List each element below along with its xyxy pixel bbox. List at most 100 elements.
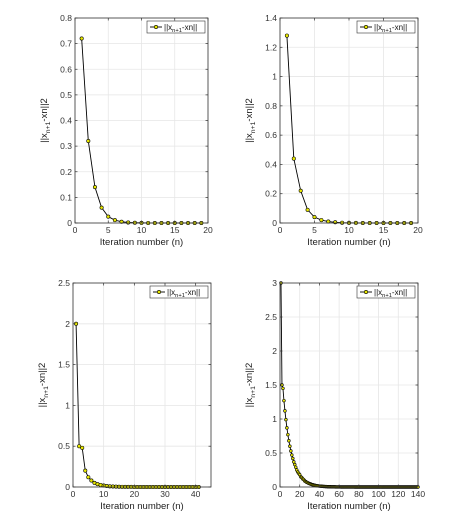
y-tick-label: 0 — [67, 218, 72, 228]
data-point — [119, 219, 124, 224]
data-point — [286, 432, 290, 437]
y-tick-label: 0.4 — [265, 159, 277, 169]
legend-label: ||xn+1-xn|| — [374, 288, 407, 299]
legend: ||xn+1-xn|| — [356, 20, 416, 34]
chart-panel-4: 0 20 40 60 80 100 120 140 0 0.5 1 1.5 2 2.5 3 Iteration… — [244, 278, 425, 512]
x-tick-label: 80 — [354, 489, 364, 499]
x-tick-label: 0 — [278, 489, 283, 499]
x-tick-label: 15 — [379, 225, 389, 235]
y-tick-label: 0.2 — [60, 167, 72, 177]
data-point — [293, 462, 297, 467]
y-tick-label: 1.2 — [265, 42, 277, 52]
y-tick-label: 2.5 — [265, 312, 277, 322]
data-point — [292, 460, 296, 464]
x-tick-label: 20 — [130, 489, 140, 499]
x-tick-label: 5 — [312, 225, 317, 235]
legend-marker-swatch — [157, 289, 162, 294]
data-point — [126, 220, 131, 225]
y-axis-label: ||xn+1-xn||2 — [39, 98, 52, 143]
data-point — [333, 220, 338, 225]
x-tick-label: 10 — [99, 489, 109, 499]
x-tick-label: 15 — [170, 225, 180, 235]
y-tick-label: 0.6 — [265, 130, 277, 140]
data-point — [305, 207, 310, 212]
legend-box — [146, 20, 206, 34]
data-point — [291, 456, 295, 461]
legend: ||xn+1-xn|| — [356, 285, 416, 299]
chart-panel-2: 0 5 10 15 20 0 0.2 0.4 0.6 0.8 1 1.2 1.4 Iteration nu… — [244, 13, 423, 248]
data-point — [86, 139, 91, 144]
y-tick-label: 0.8 — [265, 101, 277, 111]
chart-panel-1: 0 5 10 15 20 0 0.1 0.2 0.3 0.4 0.5 0.6 0.7 0.8 Iterati… — [39, 13, 213, 248]
data-point — [294, 465, 298, 469]
data-point — [99, 205, 104, 210]
x-tick-label: 0 — [71, 489, 76, 499]
data-point — [86, 475, 91, 480]
x-axis-label: Iteration number (n) — [307, 501, 390, 512]
data-point — [291, 156, 296, 161]
data-point — [106, 214, 111, 219]
x-tick-label: 30 — [160, 489, 170, 499]
x-tick-label: 20 — [295, 489, 305, 499]
chart-panel-3: 0 10 20 30 40 0 0.5 1 1.5 2 2.5 Iteration number (n… — [37, 278, 212, 512]
y-tick-label: 2 — [272, 346, 277, 356]
y-tick-label: 0 — [272, 482, 277, 492]
y-tick-label: 1.5 — [265, 380, 277, 390]
legend: ||xn+1-xn|| — [146, 20, 206, 34]
x-tick-label: 40 — [191, 489, 201, 499]
data-point — [298, 188, 303, 193]
x-tick-label: 0 — [278, 225, 283, 235]
data-point — [112, 218, 117, 223]
data-point — [283, 409, 287, 413]
y-tick-label: 1 — [272, 72, 277, 82]
x-tick-label: 60 — [334, 489, 344, 499]
y-tick-label: 0 — [65, 482, 70, 492]
axes-frame — [72, 282, 212, 488]
plot-area — [73, 283, 211, 487]
data-point — [89, 478, 94, 483]
data-point — [290, 453, 294, 457]
y-tick-label: 1 — [272, 414, 277, 424]
x-tick-label: 0 — [73, 225, 78, 235]
y-tick-label: 0.1 — [60, 192, 72, 202]
x-axis-label: Iteration number (n) — [100, 237, 183, 248]
y-tick-label: 2.5 — [58, 278, 70, 288]
y-tick-label: 1 — [65, 400, 70, 410]
y-tick-label: 0.2 — [265, 189, 277, 199]
legend: ||xn+1-xn|| — [149, 285, 209, 299]
data-point — [281, 386, 285, 391]
legend-label: ||xn+1-xn|| — [167, 288, 200, 299]
data-point — [319, 218, 324, 223]
data-point — [285, 426, 289, 430]
y-tick-label: 0.5 — [60, 90, 72, 100]
legend-marker-swatch — [154, 24, 159, 29]
x-tick-label: 20 — [413, 225, 423, 235]
y-tick-label: 0.6 — [60, 64, 72, 74]
y-axis-label: ||xn+1-xn||2 — [244, 98, 257, 143]
data-point — [284, 33, 289, 38]
data-point — [288, 444, 292, 448]
y-axis-label: ||xn+1-xn||2 — [244, 363, 257, 408]
y-tick-label: 1.5 — [58, 360, 70, 370]
legend-label: ||xn+1-xn|| — [164, 23, 197, 34]
data-point — [289, 449, 293, 453]
x-tick-label: 100 — [371, 489, 385, 499]
legend-box — [149, 285, 209, 299]
y-tick-label: 3 — [272, 278, 277, 288]
data-point — [79, 36, 84, 41]
y-axis-label: ||xn+1-xn||2 — [37, 363, 50, 408]
legend-marker-swatch — [363, 289, 368, 294]
y-tick-label: 0.8 — [60, 13, 72, 23]
data-point — [77, 444, 82, 449]
x-axis-label: Iteration number (n) — [307, 237, 390, 248]
legend-box — [356, 20, 416, 34]
x-tick-label: 20 — [203, 225, 213, 235]
x-tick-label: 5 — [106, 225, 111, 235]
legend-box — [356, 285, 416, 299]
y-tick-label: 0.5 — [265, 448, 277, 458]
legend-label: ||xn+1-xn|| — [374, 23, 407, 34]
x-tick-label: 40 — [315, 489, 325, 499]
x-tick-label: 140 — [411, 489, 425, 499]
y-tick-label: 1.4 — [265, 13, 277, 23]
